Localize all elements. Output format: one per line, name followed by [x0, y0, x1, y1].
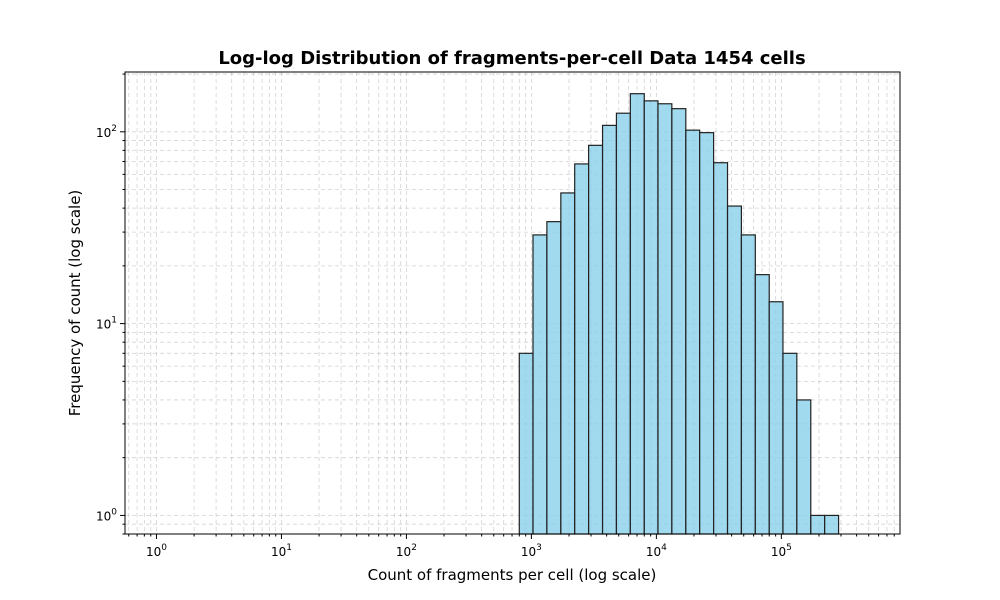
histogram-bar [740, 234, 756, 535]
histogram-bar [796, 399, 812, 535]
x-axis-ticks: 100 101 102 103 104 105 [128, 534, 895, 559]
histogram-bar [574, 163, 590, 535]
histogram-bar [782, 352, 798, 535]
histogram-bars [518, 93, 840, 535]
histogram-bar [532, 234, 548, 535]
histogram-bar [671, 108, 687, 535]
histogram-bar [643, 100, 659, 535]
histogram-bar [518, 352, 534, 535]
histogram-bar [560, 192, 576, 535]
y-tick-label: 102 [96, 124, 117, 140]
histogram-bar [685, 129, 701, 535]
histogram-bar [768, 301, 784, 535]
histogram-bar [754, 274, 770, 535]
histogram-bar [588, 144, 604, 535]
histogram-bar [629, 93, 645, 535]
histogram-bar [615, 112, 631, 535]
y-tick-label: 100 [96, 507, 117, 523]
histogram-bar [810, 514, 826, 535]
x-tick-label: 102 [396, 543, 417, 559]
histogram-bar [699, 132, 715, 535]
y-tick-label: 101 [96, 316, 117, 332]
histogram-bar [726, 205, 742, 535]
chart-title: Log-log Distribution of fragments-per-ce… [218, 48, 805, 69]
histogram-bar [657, 103, 673, 535]
y-axis-ticks: 100 101 102 [96, 73, 125, 535]
y-axis-label: Frequency of count (log scale) [66, 190, 84, 417]
histogram-bar [601, 124, 618, 535]
x-axis-label: Count of fragments per cell (log scale) [368, 566, 657, 584]
x-tick-label: 104 [646, 543, 667, 559]
x-tick-label: 105 [771, 543, 792, 559]
x-tick-label: 103 [521, 543, 542, 559]
histogram-bar [546, 221, 562, 535]
histogram-bar [712, 162, 729, 535]
x-tick-label: 100 [146, 543, 167, 559]
x-tick-label: 101 [271, 543, 292, 559]
histogram-bar [824, 514, 840, 535]
